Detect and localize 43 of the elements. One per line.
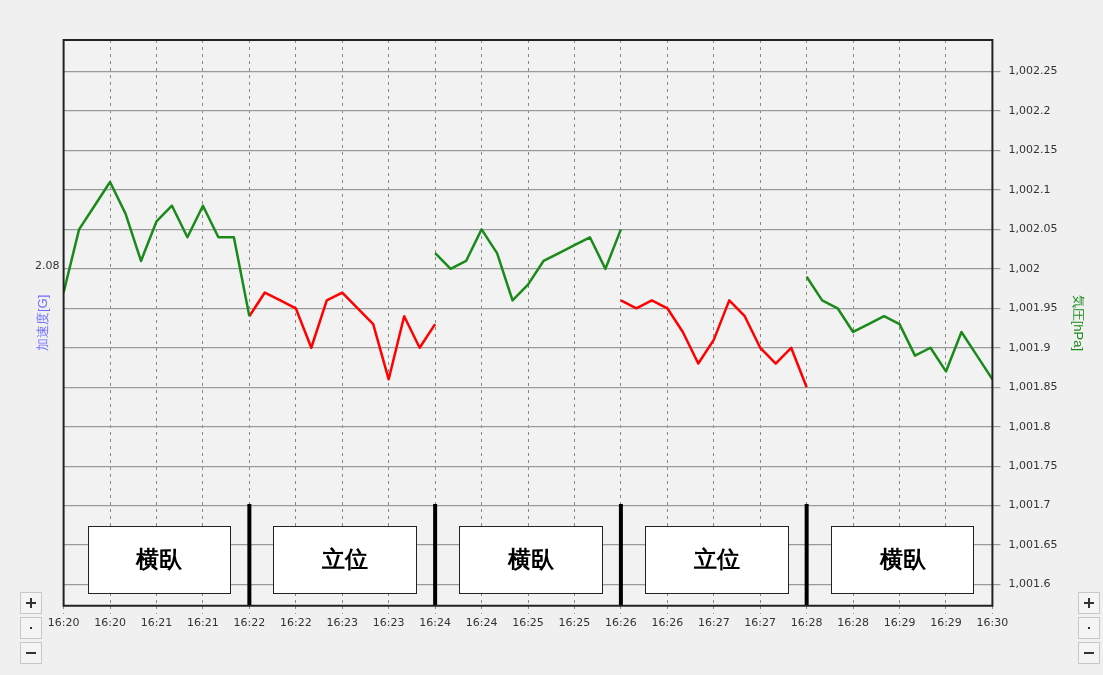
y2-tick-label: 1,001.85 (1008, 380, 1058, 394)
x-tick-label: 16:23 (326, 616, 359, 630)
x-tick-label: 16:28 (837, 616, 869, 630)
x-tick-label: 16:28 (790, 616, 823, 630)
y2-tick-label: 1,001.9 (1008, 340, 1051, 354)
x-tick-label: 16:22 (279, 616, 312, 630)
y2-tick-label: 1,001.95 (1008, 301, 1058, 315)
y2-tick-label: 1,001.7 (1008, 498, 1051, 512)
label-box: 横臥 (459, 525, 603, 594)
text: 2.08 (35, 259, 60, 273)
x-tick-label: 16:24 (465, 616, 498, 630)
y2-tick-label: 1,002.05 (1008, 222, 1058, 236)
label-box: 横臥 (830, 525, 975, 594)
y2-tick-label: 1,002.25 (1008, 64, 1058, 78)
y2-tick-label: 1,001.8 (1008, 419, 1051, 433)
x-tick-label: 16:26 (651, 616, 684, 630)
x-tick-label: 16:29 (883, 616, 916, 630)
x-tick-label: 16:25 (558, 616, 591, 630)
x-tick-label: 16:27 (744, 616, 777, 630)
x-tick-label: 16:26 (605, 616, 637, 630)
x-tick-label: 16:27 (697, 616, 730, 630)
x-tick-label: 16:25 (512, 616, 544, 630)
label-box: 立位 (273, 525, 418, 594)
x-tick-label: 16:23 (372, 616, 405, 630)
y2-tick-label: 1,002.2 (1008, 103, 1051, 117)
y2-tick-label: 1,001.6 (1008, 577, 1051, 591)
x-tick-label: 16:29 (930, 616, 962, 630)
x-tick-label: 16:20 (47, 616, 80, 630)
x-tick-label: 16:24 (419, 616, 451, 630)
label-box: 横臥 (87, 525, 232, 594)
x-tick-label: 16:22 (233, 616, 266, 630)
y2-axis-title: 気圧[hPa] (1070, 294, 1086, 352)
y2-tick-label: 1,002 (1008, 261, 1040, 275)
y2-tick-label: 1,001.65 (1008, 537, 1058, 551)
label-box: 立位 (644, 525, 789, 594)
y2-tick-label: 1,001.75 (1008, 458, 1058, 472)
x-tick-label: 16:21 (187, 616, 219, 630)
x-tick-label: 16:20 (94, 616, 126, 630)
y-axis-title: 加速度[G] (35, 294, 51, 352)
x-tick-label: 16:30 (976, 616, 1009, 630)
y2-tick-label: 1,002.1 (1008, 182, 1051, 196)
x-tick-label: 16:21 (140, 616, 173, 630)
y2-tick-label: 1,002.15 (1008, 143, 1058, 157)
